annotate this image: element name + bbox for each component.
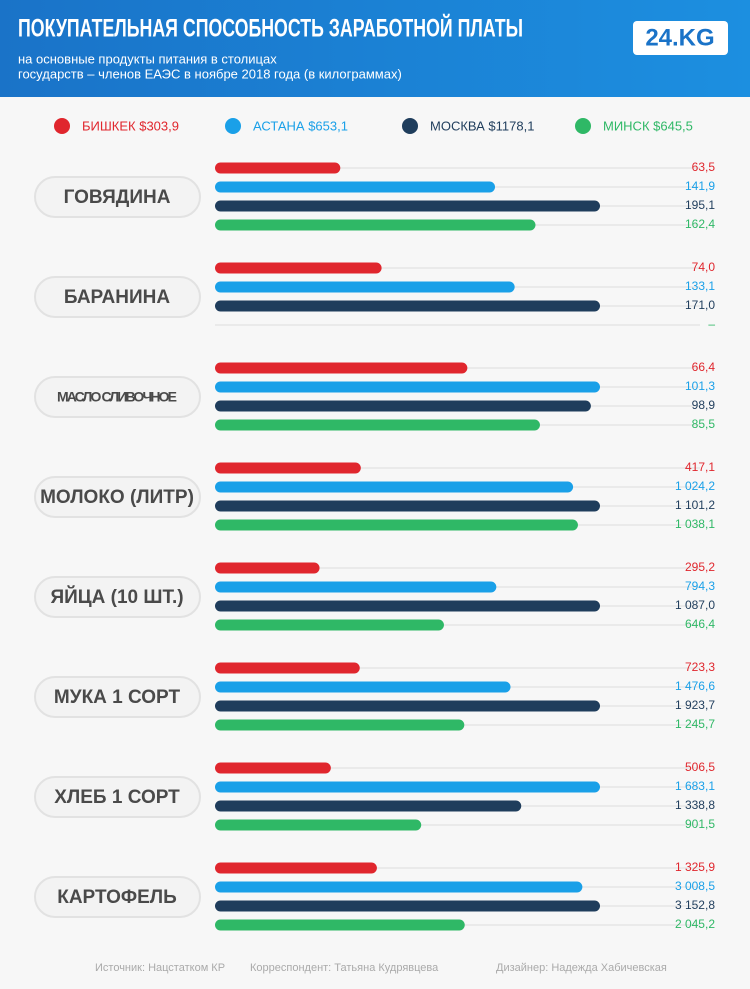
bar <box>215 400 591 412</box>
bar <box>215 700 600 712</box>
bar <box>215 881 583 893</box>
value-label: 794,3 <box>685 579 715 593</box>
legend-label: БИШКЕК $303,9 <box>82 118 179 133</box>
legend-swatch <box>54 118 70 134</box>
bar <box>215 281 515 293</box>
category-label: КАРТОФЕЛЬ <box>57 887 177 908</box>
body-bg <box>0 97 750 989</box>
bar <box>215 181 496 193</box>
value-label: – <box>708 317 715 331</box>
legend-label: МИНСК $645,5 <box>603 118 693 133</box>
header <box>0 0 750 97</box>
subtitle: на основные продукты питания в столицах <box>18 51 277 66</box>
bar <box>215 662 360 674</box>
bar <box>215 619 444 631</box>
value-label: 85,5 <box>692 417 716 431</box>
bar <box>215 481 574 493</box>
bar <box>215 862 377 874</box>
value-label: 2 045,2 <box>675 917 715 931</box>
legend-swatch <box>225 118 241 134</box>
category-label: ЯЙЦА (10 ШТ.) <box>50 586 183 608</box>
logo: 24.KG <box>645 24 714 51</box>
value-label: 1 101,2 <box>675 498 715 512</box>
logo-box <box>633 21 728 55</box>
legend-label: МОСКВА $1178,1 <box>430 118 534 133</box>
value-label: 1 087,0 <box>675 598 715 612</box>
category-label: ХЛЕБ 1 СОРТ <box>54 787 180 808</box>
category-label: БАРАНИНА <box>64 287 170 308</box>
bar <box>215 419 540 431</box>
value-label: 1 476,6 <box>675 679 715 693</box>
value-label: 141,9 <box>685 179 715 193</box>
category-label: МОЛОКО (ЛИТР) <box>40 487 194 508</box>
bar <box>215 381 600 393</box>
value-label: 723,3 <box>685 660 715 674</box>
value-label: 98,9 <box>692 398 716 412</box>
value-label: 3 152,8 <box>675 898 715 912</box>
footer-text: Дизайнер: Надежда Хабичевская <box>496 962 667 974</box>
bar <box>215 219 536 231</box>
bar <box>215 500 600 512</box>
legend-label: АСТАНА $653,1 <box>253 118 348 133</box>
value-label: 195,1 <box>685 198 715 212</box>
value-label: 646,4 <box>685 617 715 631</box>
bar <box>215 762 331 774</box>
subtitle: государств – членов ЕАЭС в ноябре 2018 г… <box>18 66 402 81</box>
value-label: 133,1 <box>685 279 715 293</box>
value-label: 901,5 <box>685 817 715 831</box>
category-label: ГОВЯДИНА <box>64 187 171 208</box>
footer-text: Источник: Нацстатком КР <box>95 962 225 974</box>
bar <box>215 262 382 274</box>
footer-text: Корреспондент: Татьяна Кудрявцева <box>250 962 439 974</box>
value-label: 3 008,5 <box>675 879 715 893</box>
bar <box>215 800 522 812</box>
bar <box>215 581 497 593</box>
legend-swatch <box>575 118 591 134</box>
value-label: 1 245,7 <box>675 717 715 731</box>
bar <box>215 900 600 912</box>
bar <box>215 519 578 531</box>
bar <box>215 300 600 312</box>
chart-title: ПОКУПАТЕЛЬНАЯ СПОСОБНОСТЬ ЗАРАБОТНОЙ ПЛА… <box>18 13 523 43</box>
bar <box>215 781 600 793</box>
bar <box>215 362 468 374</box>
bar <box>215 462 361 474</box>
bar <box>215 200 600 212</box>
category-pill <box>34 676 201 718</box>
legend-swatch <box>402 118 418 134</box>
category-pill <box>34 176 201 218</box>
value-label: 417,1 <box>685 460 715 474</box>
value-label: 506,5 <box>685 760 715 774</box>
value-label: 1 024,2 <box>675 479 715 493</box>
value-label: 1 923,7 <box>675 698 715 712</box>
value-label: 162,4 <box>685 217 715 231</box>
category-pill <box>34 476 201 518</box>
bar <box>215 719 465 731</box>
value-label: 1 683,1 <box>675 779 715 793</box>
bar <box>215 162 341 174</box>
bar <box>215 600 600 612</box>
category-pill <box>34 876 201 918</box>
value-label: 171,0 <box>685 298 715 312</box>
value-label: 63,5 <box>692 160 716 174</box>
bar <box>215 919 465 931</box>
category-pill <box>34 376 201 418</box>
value-label: 74,0 <box>692 260 716 274</box>
value-label: 295,2 <box>685 560 715 574</box>
value-label: 66,4 <box>692 360 716 374</box>
category-label: МУКА 1 СОРТ <box>54 687 181 708</box>
category-pill <box>34 276 201 318</box>
value-label: 101,3 <box>685 379 715 393</box>
bar <box>215 562 320 574</box>
value-label: 1 038,1 <box>675 517 715 531</box>
value-label: 1 325,9 <box>675 860 715 874</box>
bar <box>215 681 511 693</box>
value-label: 1 338,8 <box>675 798 715 812</box>
category-pill <box>34 576 201 618</box>
category-label: МАСЛО СЛИВОЧНОЕ <box>57 389 177 405</box>
bar <box>215 819 422 831</box>
category-pill <box>34 776 201 818</box>
